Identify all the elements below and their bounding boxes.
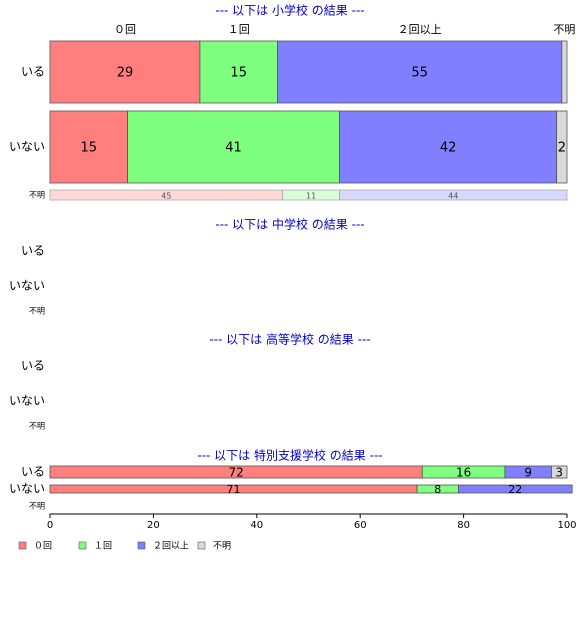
bar-segment — [458, 484, 573, 494]
category-label: いない — [9, 394, 45, 408]
value-label: 11 — [306, 192, 316, 201]
bar-segment — [277, 40, 563, 104]
x-tick-label: 20 — [147, 520, 160, 531]
bar-segment — [127, 110, 340, 184]
series-header: １回 — [228, 23, 250, 36]
value-label: 8 — [434, 483, 441, 496]
value-label: 45 — [161, 192, 171, 201]
value-label: 3 — [555, 466, 563, 480]
value-label: 29 — [117, 66, 134, 81]
bar-segment — [49, 110, 128, 184]
category-label: 不明 — [29, 307, 45, 316]
value-label: 9 — [524, 466, 532, 480]
category-label: いる — [21, 359, 45, 373]
category-label: いない — [9, 279, 45, 293]
value-label: 41 — [225, 141, 242, 156]
series-header: ２回以上 — [398, 23, 442, 36]
x-tick-label: 40 — [250, 520, 263, 531]
panel-title: --- 以下は 中学校 の結果 --- — [215, 217, 364, 232]
category-label: いる — [21, 244, 45, 258]
value-label: 2 — [558, 141, 566, 156]
category-label: 不明 — [29, 502, 45, 511]
legend-swatch — [137, 541, 146, 550]
category-label: 不明 — [29, 422, 45, 431]
value-label: 71 — [227, 483, 241, 496]
x-tick-label: 80 — [457, 520, 470, 531]
panel-title: --- 以下は 特別支援学校 の結果 --- — [197, 448, 382, 463]
x-tick-label: 100 — [557, 520, 576, 531]
value-label: 16 — [456, 466, 471, 480]
value-label: 72 — [228, 466, 243, 480]
legend-swatch — [18, 541, 27, 550]
legend-swatch — [197, 541, 206, 550]
value-label: 22 — [508, 483, 522, 496]
legend-swatch — [78, 541, 87, 550]
category-label: いない — [9, 482, 45, 496]
series-header: 不明 — [553, 23, 575, 36]
value-label: 44 — [448, 192, 458, 201]
legend-label: 不明 — [213, 541, 231, 552]
value-label: 15 — [81, 141, 98, 156]
value-label: 55 — [411, 66, 428, 81]
category-label: いない — [9, 140, 45, 154]
bar-segment — [551, 465, 568, 479]
bar-segment — [556, 110, 568, 184]
legend-label: ２回以上 — [153, 541, 189, 552]
x-tick-label: 0 — [47, 520, 53, 531]
category-label: いる — [21, 465, 45, 479]
category-label: 不明 — [29, 191, 45, 200]
category-label: いる — [21, 65, 45, 79]
value-label: 15 — [230, 66, 247, 81]
x-tick-label: 60 — [354, 520, 367, 531]
bar-segment — [49, 40, 201, 104]
panel-title: --- 以下は 高等学校 の結果 --- — [209, 332, 370, 347]
legend-label: ０回 — [34, 541, 52, 552]
value-label: 42 — [440, 141, 457, 156]
bar-segment — [561, 40, 568, 104]
legend-label: １回 — [94, 541, 112, 552]
bar-segment — [339, 189, 568, 201]
bar-segment — [199, 40, 278, 104]
bar-segment — [339, 110, 558, 184]
series-header: ０回 — [114, 23, 136, 36]
panel-title: --- 以下は 小学校 の結果 --- — [215, 3, 364, 18]
